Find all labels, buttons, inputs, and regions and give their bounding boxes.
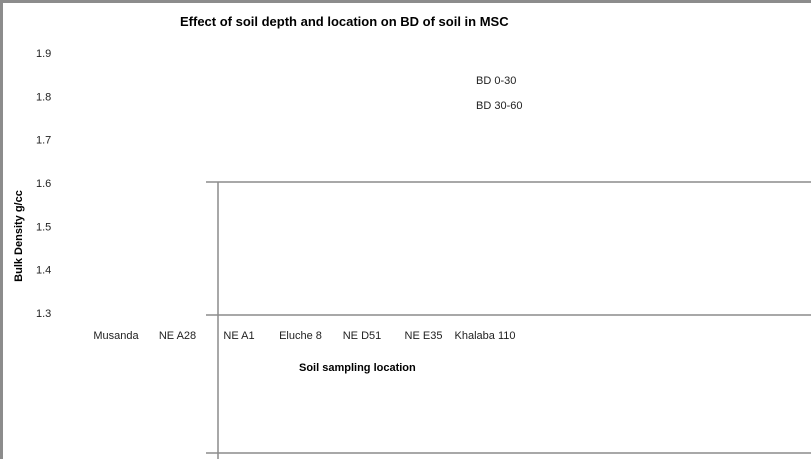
- x-category-label: NE E35: [405, 330, 443, 342]
- legend-entry: BD 30-60: [476, 100, 522, 112]
- x-axis-title: Soil sampling location: [299, 362, 416, 374]
- x-category-label: Eluche 8: [279, 330, 322, 342]
- y-axis-title: Bulk Density g/cc: [13, 190, 25, 282]
- x-category-label: Khalaba 110: [455, 330, 516, 342]
- x-category-label: NE A1: [223, 330, 254, 342]
- y-tick-label: 1.8: [36, 91, 51, 103]
- x-category-label: NE A28: [159, 330, 196, 342]
- chart-title: Effect of soil depth and location on BD …: [180, 14, 509, 29]
- legend-entry: BD 0-30: [476, 75, 516, 87]
- y-tick-label: 1.9: [36, 48, 51, 60]
- y-tick-label: 1.7: [36, 135, 51, 147]
- y-tick-label: 1.3: [36, 308, 51, 320]
- x-category-label: Musanda: [93, 330, 139, 342]
- x-category-label: NE D51: [343, 330, 382, 342]
- y-tick-label: 1.4: [36, 265, 51, 277]
- y-tick-label: 1.6: [36, 178, 51, 190]
- y-tick-label: 1.5: [36, 221, 51, 233]
